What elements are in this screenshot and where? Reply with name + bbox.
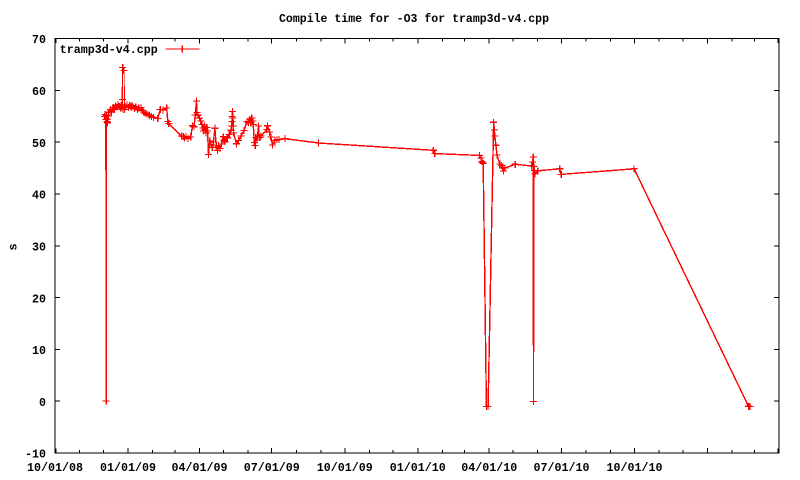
svg-text:01/01/10: 01/01/10 <box>390 461 446 475</box>
svg-text:10/01/10: 10/01/10 <box>607 461 663 475</box>
svg-text:20: 20 <box>32 292 46 306</box>
svg-text:0: 0 <box>39 396 46 410</box>
svg-text:04/01/09: 04/01/09 <box>172 461 228 475</box>
svg-text:-10: -10 <box>25 448 46 462</box>
svg-text:50: 50 <box>32 137 46 151</box>
svg-text:30: 30 <box>32 240 46 254</box>
svg-text:07/01/09: 07/01/09 <box>244 461 300 475</box>
svg-text:70: 70 <box>32 33 46 47</box>
svg-text:10: 10 <box>32 344 46 358</box>
svg-text:s: s <box>7 243 21 250</box>
svg-text:Compile time for -O3 for tramp: Compile time for -O3 for tramp3d-v4.cpp <box>279 12 549 26</box>
svg-text:10/01/08: 10/01/08 <box>27 461 83 475</box>
svg-text:tramp3d-v4.cpp: tramp3d-v4.cpp <box>60 43 158 57</box>
svg-text:01/01/09: 01/01/09 <box>100 461 156 475</box>
svg-text:10/01/09: 10/01/09 <box>317 461 373 475</box>
svg-text:04/01/10: 04/01/10 <box>461 461 517 475</box>
svg-text:60: 60 <box>32 85 46 99</box>
svg-text:07/01/10: 07/01/10 <box>534 461 590 475</box>
svg-text:40: 40 <box>32 189 46 203</box>
